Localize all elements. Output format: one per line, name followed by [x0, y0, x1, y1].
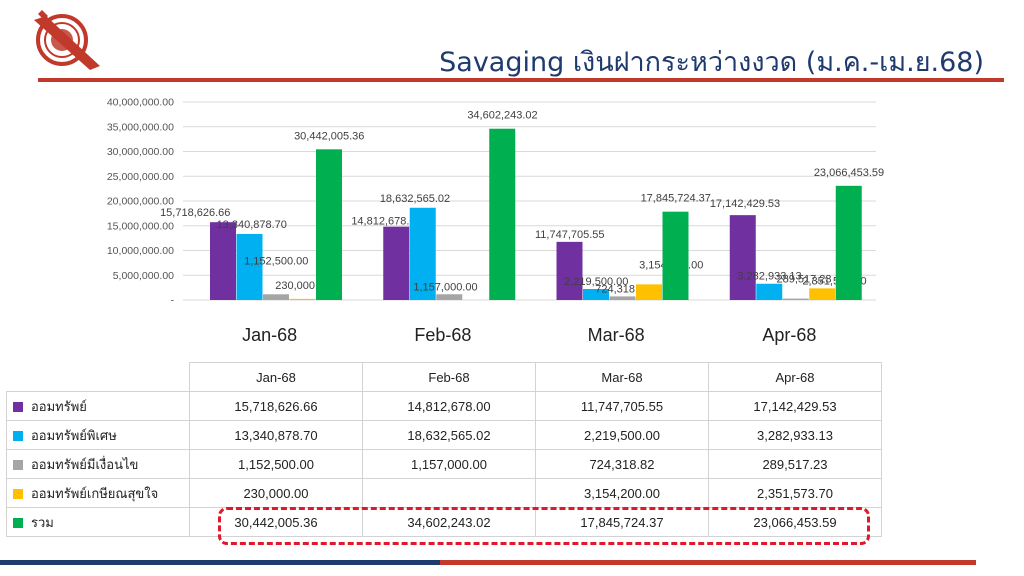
y-tick-label: 35,000,000.00	[107, 121, 174, 133]
table-cell: 3,154,200.00	[535, 478, 709, 508]
x-category-label: Feb-68	[414, 325, 471, 345]
y-tick-label: -	[171, 295, 175, 307]
table-cell: 11,747,705.55	[535, 391, 709, 421]
data-label: 30,442,005.36	[294, 130, 364, 142]
data-label: 2,219,500.00	[564, 276, 628, 288]
data-label: 1,157,000.00	[413, 281, 477, 293]
series-legend-cell: รวม	[6, 507, 190, 537]
table-cell: 17,142,429.53	[708, 391, 882, 421]
data-label: 14,812,678.00	[351, 216, 421, 228]
table-cell: 34,602,243.02	[362, 507, 536, 537]
table-header: Mar-68	[535, 362, 709, 392]
bar	[409, 207, 436, 300]
table-cell: 724,318.82	[535, 449, 709, 479]
x-category-label: Mar-68	[588, 325, 645, 345]
table-cell: 2,351,573.70	[708, 478, 882, 508]
data-label: 17,142,429.53	[710, 198, 780, 210]
table-row: ออมทรัพย์เกษียณสุขใจ 230,000.00 3,154,200.…	[6, 478, 882, 508]
bar	[756, 283, 783, 300]
data-label: 23,066,453.59	[814, 167, 884, 179]
table-header: Jan-68	[189, 362, 363, 392]
x-category-label: Jan-68	[242, 325, 297, 345]
bar	[636, 284, 662, 300]
table-cell: 1,157,000.00	[362, 449, 536, 479]
table-header: Apr-68	[708, 362, 882, 392]
data-label: 13,340,878.70	[217, 219, 287, 231]
y-tick-label: 40,000,000.00	[107, 97, 174, 109]
table-cell: 15,718,626.66	[189, 391, 363, 421]
series-name: ออมทรัพย์เกษียณสุขใจ	[31, 485, 159, 501]
bar	[289, 298, 316, 300]
legend-swatch	[13, 430, 23, 441]
series-legend-cell: ออมทรัพย์มีเงื่อนไข	[6, 449, 190, 479]
legend-swatch	[13, 401, 23, 412]
table-cell: 3,282,933.13	[708, 420, 882, 450]
data-label: 11,747,705.55	[535, 229, 605, 241]
organization-logo-icon	[34, 10, 100, 70]
legend-swatch	[13, 459, 23, 470]
bar	[236, 233, 263, 300]
bar	[583, 289, 609, 300]
bar	[263, 294, 289, 300]
table-header: Feb-68	[362, 362, 536, 392]
y-tick-label: 15,000,000.00	[107, 220, 174, 232]
bar-chart: - 5,000,000.00 10,000,000.00 15,000,000.00 2…	[107, 97, 884, 346]
series-name: รวม	[31, 514, 54, 530]
table-row: ออมทรัพย์พิเศษ 13,340,878.70 18,632,565.02…	[6, 420, 882, 450]
series-name: ออมทรัพย์มีเงื่อนไข	[31, 456, 139, 472]
page-title: Savaging เงินฝากระหว่างงวด (ม.ค.-เม.ย.68…	[439, 47, 984, 78]
data-label: 289,517.23	[776, 274, 831, 286]
table-corner	[7, 363, 190, 392]
legend-swatch	[13, 488, 23, 499]
total-row-highlight	[218, 507, 870, 545]
series-name: ออมทรัพย์	[31, 398, 87, 414]
series-legend-cell: ออมทรัพย์เกษียณสุขใจ	[6, 478, 190, 508]
bar	[782, 298, 809, 300]
bar	[609, 296, 636, 300]
bar	[383, 226, 410, 300]
table-cell: 14,812,678.00	[362, 391, 536, 421]
table-header-row: Jan-68 Feb-68 Mar-68 Apr-68	[7, 362, 882, 392]
x-category-label: Apr-68	[762, 325, 816, 345]
y-tick-label: 10,000,000.00	[107, 245, 174, 257]
footer-bar-navy	[0, 560, 440, 565]
table-row: ออมทรัพย์ 15,718,626.66 14,812,678.00 11,74…	[6, 391, 882, 421]
y-tick-label: 25,000,000.00	[107, 171, 174, 183]
footer-bar-red	[440, 560, 976, 565]
table-cell	[362, 478, 536, 508]
bar	[556, 241, 583, 300]
bar	[662, 211, 689, 300]
y-tick-label: 20,000,000.00	[107, 196, 174, 208]
table-row: รวม 30,442,005.36 34,602,243.02 17,845,724.…	[6, 507, 882, 537]
y-tick-label: 30,000,000.00	[107, 146, 174, 158]
series-legend-cell: ออมทรัพย์	[6, 391, 190, 421]
data-table: Jan-68 Feb-68 Mar-68 Apr-68 ออมทรัพย์ 15,718,…	[6, 362, 882, 537]
bar	[210, 222, 236, 300]
table-cell: 230,000.00	[189, 478, 363, 508]
bar	[316, 149, 342, 300]
data-label: 1,152,500.00	[244, 255, 308, 267]
table-cell: 13,340,878.70	[189, 420, 363, 450]
table-cell: 23,066,453.59	[708, 507, 882, 537]
data-label: 3,282,933.13	[737, 271, 801, 283]
bar	[729, 215, 756, 300]
data-label: 15,718,626.66	[160, 207, 230, 219]
bar	[436, 294, 463, 300]
data-label: 34,602,243.02	[467, 110, 537, 122]
table-row: ออมทรัพย์มีเงื่อนไข 1,152,500.00 1,157,000…	[6, 449, 882, 479]
y-tick-label: 5,000,000.00	[113, 270, 174, 282]
bar	[809, 288, 836, 300]
data-label: 17,845,724.37	[641, 193, 711, 205]
table-cell: 18,632,565.02	[362, 420, 536, 450]
series-legend-cell: ออมทรัพย์พิเศษ	[6, 420, 190, 450]
table-cell: 1,152,500.00	[189, 449, 363, 479]
table-cell: 289,517.23	[708, 449, 882, 479]
bar	[489, 128, 516, 300]
legend-swatch	[13, 517, 23, 528]
series-name: ออมทรัพย์พิเศษ	[31, 427, 117, 443]
data-label: 18,632,565.02	[380, 193, 450, 205]
title-divider	[38, 78, 1004, 82]
table-cell: 2,219,500.00	[535, 420, 709, 450]
bar	[835, 185, 862, 300]
